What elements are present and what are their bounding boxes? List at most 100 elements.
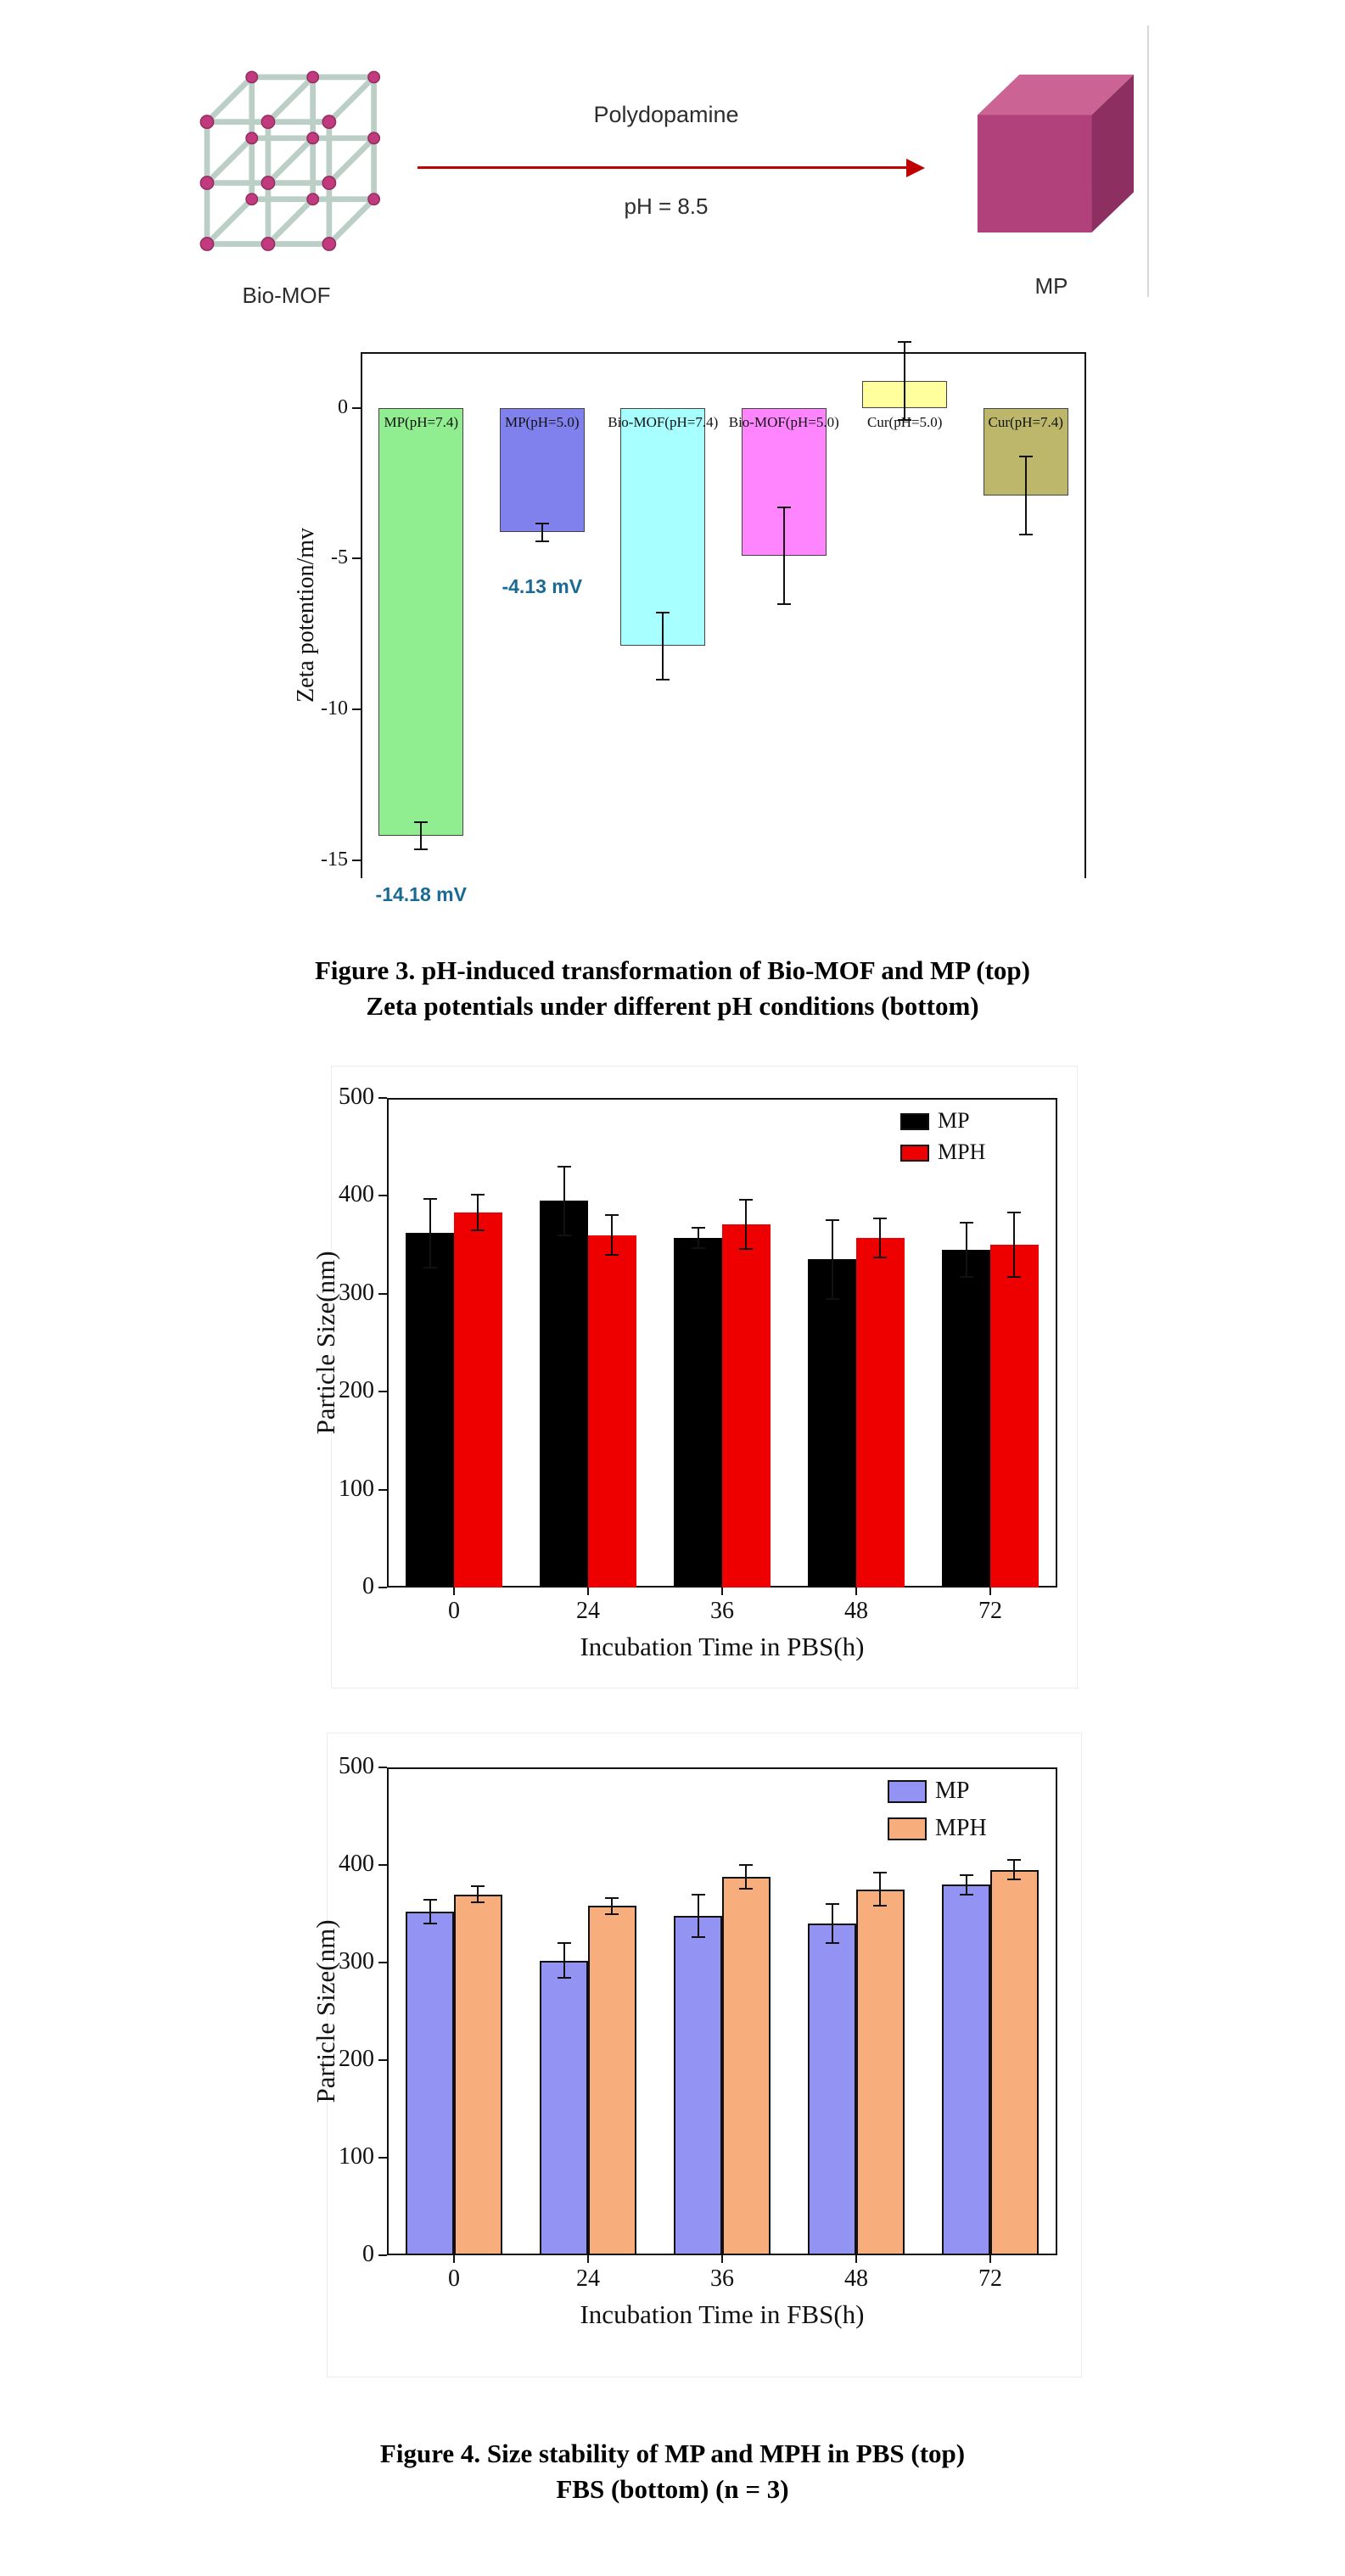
reactant-label: Bio-MOF bbox=[242, 283, 331, 308]
error-bar bbox=[965, 1874, 967, 1895]
error-cap bbox=[873, 1905, 888, 1907]
bar bbox=[588, 1235, 636, 1588]
error-bar bbox=[611, 1215, 614, 1255]
error-cap bbox=[471, 1229, 485, 1231]
x-tick bbox=[989, 1588, 991, 1595]
error-bar bbox=[904, 341, 906, 420]
error-cap bbox=[959, 1873, 973, 1876]
error-cap bbox=[898, 340, 912, 343]
bar bbox=[540, 1201, 588, 1588]
x-tick bbox=[453, 2255, 455, 2263]
bar bbox=[588, 1906, 636, 2255]
error-cap bbox=[1018, 533, 1033, 535]
figure3-caption-line1: Figure 3. pH-induced transformation of B… bbox=[314, 955, 1030, 985]
error-cap bbox=[414, 848, 429, 850]
bar-label: Bio-MOF(pH=7.4) bbox=[608, 413, 719, 430]
error-bar bbox=[563, 1943, 565, 1979]
error-cap bbox=[557, 1942, 571, 1944]
x-tick-label: 36 bbox=[710, 1598, 734, 1624]
error-cap bbox=[898, 418, 912, 421]
error-cap bbox=[873, 1217, 888, 1219]
figure3-caption-line2: Zeta potentials under different pH condi… bbox=[366, 991, 979, 1021]
error-cap bbox=[471, 1885, 485, 1888]
error-bar bbox=[611, 1898, 614, 1914]
bar bbox=[942, 1884, 990, 2255]
bio-mof-structure-icon bbox=[199, 70, 381, 251]
error-cap bbox=[825, 1219, 839, 1222]
y-tick-label: 0 bbox=[338, 395, 348, 418]
value-annotation: -14.18 mV bbox=[375, 882, 467, 905]
y-tick bbox=[378, 2059, 387, 2061]
y-tick-label: 400 bbox=[339, 1181, 374, 1208]
y-tick-label: 400 bbox=[339, 1851, 374, 1877]
bar bbox=[454, 1894, 502, 2255]
mp-cube-icon bbox=[977, 74, 1135, 233]
y-tick-label: 200 bbox=[339, 1377, 374, 1404]
legend-label: MP bbox=[935, 1777, 970, 1804]
error-bar bbox=[697, 1894, 699, 1938]
x-tick bbox=[721, 2255, 723, 2263]
arrow-shaft bbox=[418, 166, 908, 169]
arrow-head-icon bbox=[906, 159, 925, 177]
y-tick bbox=[378, 1962, 387, 1963]
error-cap bbox=[1007, 1859, 1022, 1862]
bar bbox=[722, 1224, 771, 1588]
value-annotation: -4.13 mV bbox=[502, 575, 583, 598]
x-tick-label: 72 bbox=[978, 1598, 1002, 1624]
bar bbox=[808, 1259, 856, 1588]
y-tick bbox=[378, 1767, 387, 1768]
cube-right-face bbox=[1091, 74, 1135, 233]
y-tick-label: -10 bbox=[321, 697, 348, 720]
x-axis-label: Incubation Time in FBS(h) bbox=[580, 2299, 865, 2329]
error-cap bbox=[691, 1893, 705, 1896]
error-cap bbox=[423, 1923, 437, 1924]
error-cap bbox=[776, 506, 791, 508]
error-cap bbox=[873, 1872, 888, 1874]
y-tick bbox=[378, 1195, 387, 1197]
error-bar bbox=[541, 523, 543, 542]
error-cap bbox=[825, 1297, 839, 1300]
bar bbox=[856, 1889, 905, 2255]
error-bar bbox=[1013, 1860, 1016, 1880]
vertical-divider bbox=[1147, 25, 1149, 297]
error-cap bbox=[691, 1246, 705, 1249]
y-tick bbox=[378, 1864, 387, 1866]
error-cap bbox=[825, 1942, 839, 1944]
bar bbox=[808, 1924, 856, 2255]
error-cap bbox=[691, 1936, 705, 1939]
error-cap bbox=[959, 1221, 973, 1224]
arrow-top-label: Polydopamine bbox=[593, 102, 739, 127]
error-cap bbox=[959, 1893, 973, 1896]
y-tick-label: 500 bbox=[339, 1753, 374, 1779]
bar-label: MP(pH=7.4) bbox=[384, 413, 458, 430]
y-tick bbox=[378, 1097, 387, 1099]
error-cap bbox=[739, 1247, 754, 1250]
error-bar bbox=[429, 1900, 431, 1924]
error-bar bbox=[782, 507, 785, 604]
bar-label: Bio-MOF(pH=5.0) bbox=[728, 413, 839, 430]
error-cap bbox=[605, 1897, 619, 1900]
x-tick bbox=[855, 1588, 857, 1595]
bar bbox=[378, 407, 464, 836]
y-tick-label: -15 bbox=[321, 848, 348, 871]
error-cap bbox=[423, 1197, 437, 1200]
y-tick bbox=[378, 2157, 387, 2159]
y-tick-label: 100 bbox=[339, 2143, 374, 2170]
legend-label: MPH bbox=[935, 1814, 987, 1841]
y-tick-label: 500 bbox=[339, 1084, 374, 1110]
error-bar bbox=[477, 1886, 479, 1902]
y-tick bbox=[352, 708, 361, 711]
error-bar bbox=[831, 1904, 833, 1943]
error-cap bbox=[605, 1253, 619, 1256]
y-axis-label: Particle Size(nm) bbox=[311, 1919, 340, 2103]
pbs-size-chart: 0 100 200 300 400 500 Particle Size(nm) 0 24 36 48… bbox=[311, 1066, 1078, 1688]
error-cap bbox=[873, 1257, 888, 1259]
error-bar bbox=[1013, 1212, 1016, 1278]
y-tick bbox=[352, 557, 361, 560]
error-bar bbox=[477, 1195, 479, 1230]
error-cap bbox=[471, 1194, 485, 1196]
figure4-caption-line2: FBS (bottom) (n = 3) bbox=[556, 2474, 789, 2504]
legend-swatch bbox=[900, 1113, 929, 1130]
y-tick-label: 200 bbox=[339, 2046, 374, 2072]
lattice-nodes bbox=[199, 70, 381, 251]
